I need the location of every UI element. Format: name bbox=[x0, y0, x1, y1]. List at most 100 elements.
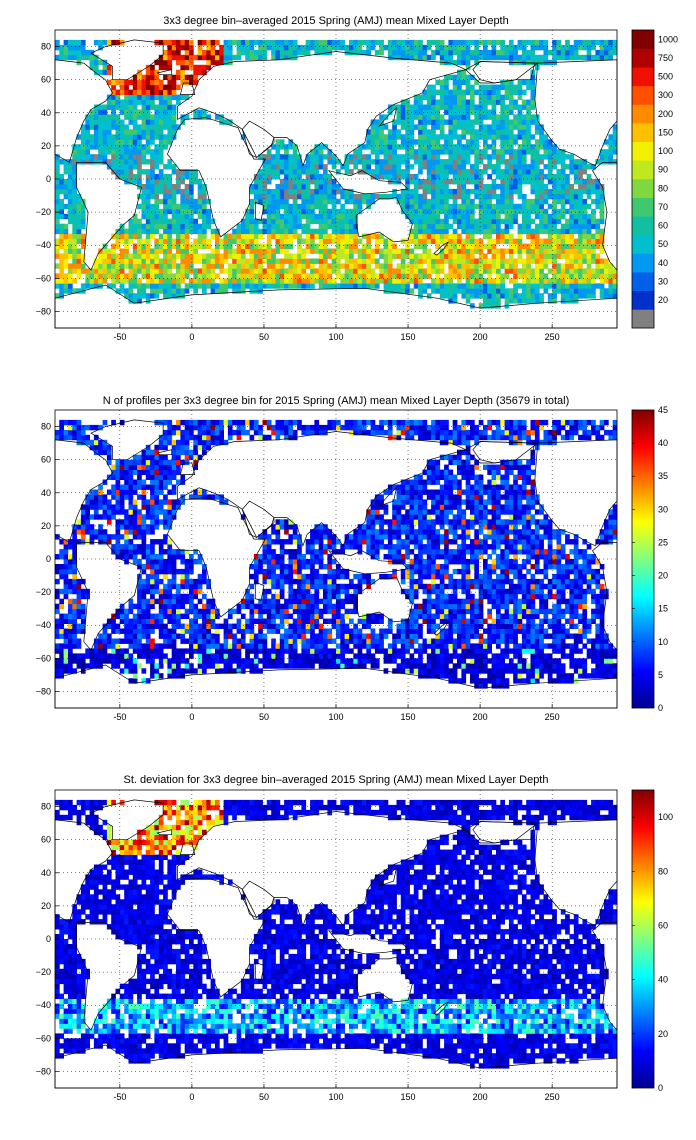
heatmap-cell bbox=[111, 94, 116, 100]
heatmap-cell bbox=[171, 44, 177, 51]
heatmap-cell bbox=[98, 484, 103, 490]
heatmap-cell bbox=[171, 89, 177, 95]
heatmap-cell bbox=[418, 39, 423, 46]
heatmap-cell bbox=[288, 159, 294, 165]
heatmap-cell bbox=[513, 49, 518, 56]
heatmap-cell bbox=[552, 243, 557, 249]
heatmap-cell bbox=[448, 99, 454, 105]
heatmap-cell bbox=[530, 134, 536, 140]
heatmap-cell bbox=[275, 39, 281, 46]
heatmap-cell bbox=[513, 104, 518, 110]
heatmap-cell bbox=[573, 169, 579, 175]
heatmap-cell bbox=[63, 559, 69, 565]
heatmap-cell bbox=[137, 298, 142, 304]
heatmap-cell bbox=[240, 258, 246, 264]
heatmap-cell bbox=[176, 184, 181, 190]
heatmap-cell bbox=[595, 49, 601, 56]
heatmap-cell bbox=[158, 268, 164, 274]
heatmap-cell bbox=[573, 208, 579, 215]
heatmap-cell bbox=[547, 278, 553, 284]
heatmap-cell bbox=[530, 59, 536, 66]
heatmap-cell bbox=[72, 568, 77, 575]
heatmap-cell bbox=[400, 258, 406, 264]
heatmap-cell bbox=[591, 44, 596, 51]
heatmap-cell bbox=[72, 179, 77, 185]
heatmap-cell bbox=[292, 258, 298, 264]
heatmap-cell bbox=[487, 293, 492, 299]
heatmap-cell bbox=[167, 273, 173, 279]
heatmap-cell bbox=[431, 288, 436, 294]
heatmap-cell bbox=[357, 273, 363, 279]
heatmap-cell bbox=[154, 149, 160, 155]
heatmap-cell bbox=[249, 288, 255, 294]
heatmap-cell bbox=[413, 243, 419, 249]
heatmap-cell bbox=[400, 114, 406, 120]
heatmap-cell bbox=[444, 253, 449, 259]
heatmap-cell bbox=[128, 658, 134, 664]
heatmap-cell bbox=[517, 283, 523, 289]
heatmap-cell bbox=[349, 253, 354, 259]
heatmap-cell bbox=[444, 188, 449, 195]
heatmap-cell bbox=[132, 499, 138, 505]
heatmap-cell bbox=[491, 203, 497, 210]
heatmap-cell bbox=[119, 613, 125, 619]
heatmap-cell bbox=[392, 139, 397, 145]
heatmap-cell bbox=[93, 638, 99, 644]
heatmap-cell bbox=[526, 243, 531, 249]
heatmap-cell bbox=[292, 179, 298, 185]
heatmap-cell bbox=[150, 638, 155, 644]
heatmap-cell bbox=[279, 193, 285, 200]
heatmap-cell bbox=[115, 544, 121, 550]
heatmap-cell bbox=[383, 193, 389, 200]
heatmap-cell bbox=[556, 208, 562, 215]
heatmap-cell bbox=[608, 159, 614, 165]
heatmap-cell bbox=[275, 188, 281, 195]
heatmap-cell bbox=[102, 69, 108, 76]
heatmap-cell bbox=[353, 149, 358, 155]
heatmap-cell bbox=[379, 144, 384, 150]
heatmap-cell bbox=[370, 134, 376, 140]
heatmap-cell bbox=[55, 603, 60, 610]
heatmap-cell bbox=[128, 524, 134, 530]
heatmap-cell bbox=[578, 203, 583, 210]
heatmap-cell bbox=[154, 504, 160, 510]
heatmap-cell bbox=[478, 129, 484, 135]
heatmap-cell bbox=[504, 248, 510, 254]
heatmap-cell bbox=[271, 49, 276, 56]
heatmap-cell bbox=[197, 243, 203, 249]
heatmap-cell bbox=[292, 149, 298, 155]
heatmap-cell bbox=[530, 179, 536, 185]
heatmap-cell bbox=[431, 164, 436, 170]
heatmap-cell bbox=[132, 243, 138, 249]
heatmap-cell bbox=[457, 208, 462, 215]
heatmap-cell bbox=[530, 253, 536, 259]
heatmap-cell bbox=[72, 434, 77, 441]
heatmap-cell bbox=[413, 159, 419, 165]
heatmap-cell bbox=[413, 174, 419, 180]
heatmap-cell bbox=[197, 213, 203, 220]
heatmap-cell bbox=[517, 258, 523, 264]
heatmap-cell bbox=[124, 124, 129, 130]
heatmap-cell bbox=[80, 203, 86, 210]
heatmap-cell bbox=[106, 124, 112, 130]
heatmap-cell bbox=[457, 54, 462, 61]
heatmap-cell bbox=[167, 673, 173, 679]
heatmap-cell bbox=[392, 154, 397, 160]
heatmap-cell bbox=[374, 169, 380, 175]
heatmap-cell bbox=[141, 549, 147, 555]
heatmap-cell bbox=[180, 69, 186, 76]
heatmap-cell bbox=[396, 44, 402, 51]
heatmap-cell bbox=[470, 129, 475, 135]
heatmap-cell bbox=[517, 54, 523, 61]
heatmap-cell bbox=[569, 184, 575, 190]
colorbar-swatch bbox=[632, 30, 654, 49]
heatmap-cell bbox=[240, 253, 246, 259]
heatmap-cell bbox=[431, 144, 436, 150]
heatmap-cell bbox=[374, 144, 380, 150]
heatmap-cell bbox=[504, 119, 510, 125]
heatmap-cell bbox=[167, 479, 173, 485]
heatmap-cell bbox=[141, 213, 147, 220]
heatmap-cell bbox=[599, 233, 605, 239]
heatmap-cell bbox=[59, 598, 64, 605]
heatmap-cell bbox=[171, 459, 177, 466]
